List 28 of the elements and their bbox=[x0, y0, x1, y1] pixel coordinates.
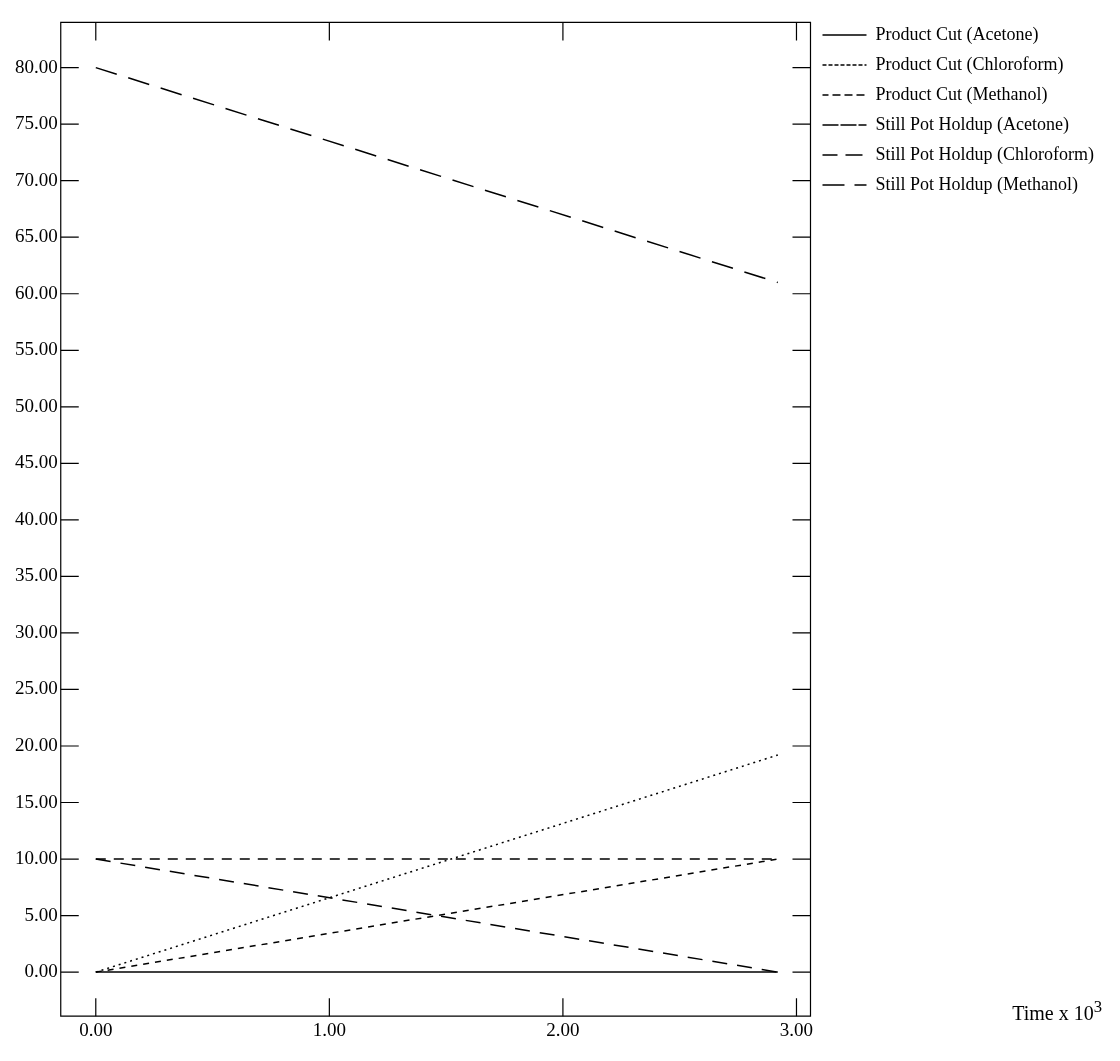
y-tick-label: 65.00 bbox=[15, 225, 58, 247]
y-tick-label: 20.00 bbox=[15, 733, 58, 755]
y-tick-label: 25.00 bbox=[15, 677, 58, 699]
legend-label: Product Cut (Acetone) bbox=[875, 23, 1039, 45]
y-tick-label: 70.00 bbox=[15, 168, 58, 190]
legend-label: Still Pot Holdup (Acetone) bbox=[875, 113, 1069, 135]
x-tick-label: 0.00 bbox=[79, 1018, 113, 1040]
y-tick-label: 55.00 bbox=[15, 338, 58, 360]
x-tick-label: 3.00 bbox=[779, 1018, 814, 1040]
legend-label: Still Pot Holdup (Chloroform) bbox=[875, 143, 1095, 165]
y-tick-label: 60.00 bbox=[15, 281, 58, 303]
y-tick-label: 45.00 bbox=[15, 451, 58, 473]
y-tick-label: 0.00 bbox=[24, 960, 58, 982]
y-tick-label: 40.00 bbox=[15, 507, 58, 529]
legend-label: Product Cut (Chloroform) bbox=[875, 53, 1064, 75]
legend-label: Product Cut (Methanol) bbox=[875, 83, 1048, 105]
x-tick-label: 2.00 bbox=[546, 1018, 580, 1040]
y-tick-label: 30.00 bbox=[15, 620, 58, 642]
y-tick-label: 15.00 bbox=[15, 790, 58, 812]
y-tick-label: 10.00 bbox=[15, 847, 58, 869]
legend-label: Still Pot Holdup (Methanol) bbox=[875, 173, 1078, 195]
y-tick-label: 35.00 bbox=[15, 564, 58, 586]
y-tick-label: 50.00 bbox=[15, 394, 58, 416]
text: Time x 10$^{3}$ bbox=[1012, 997, 1102, 1025]
y-tick-label: 5.00 bbox=[24, 903, 58, 925]
y-tick-label: 80.00 bbox=[15, 55, 58, 77]
y-tick-label: 75.00 bbox=[15, 112, 58, 134]
x-tick-label: 1.00 bbox=[312, 1018, 346, 1040]
